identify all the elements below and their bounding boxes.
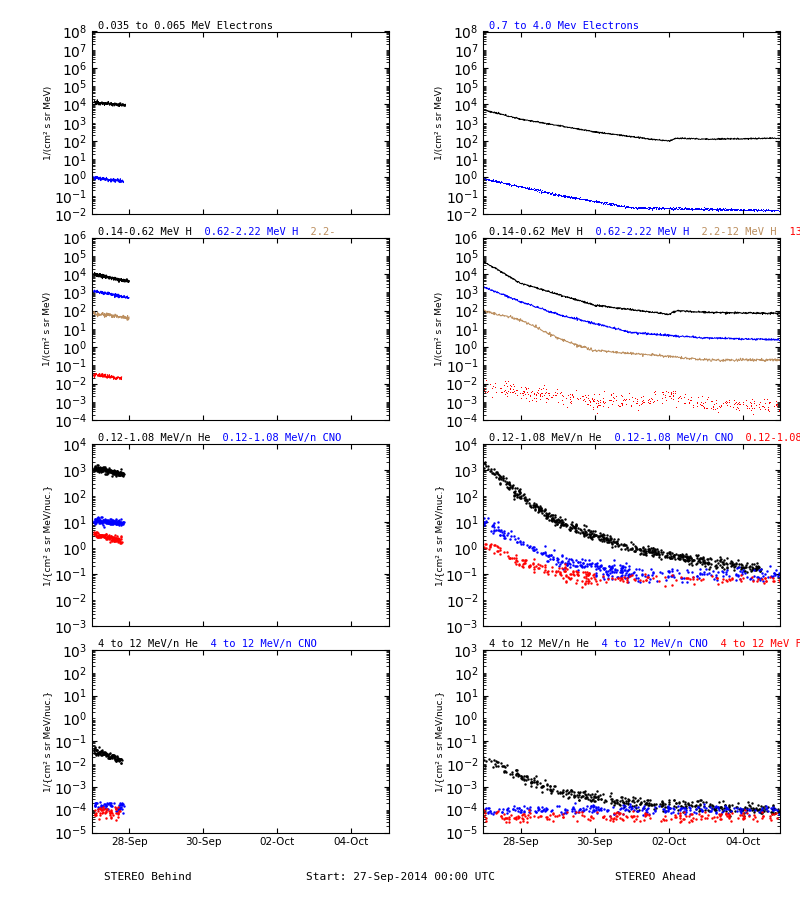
- Text: 0.14-0.62 MeV H: 0.14-0.62 MeV H: [490, 227, 583, 237]
- Text: STEREO Ahead: STEREO Ahead: [615, 872, 696, 882]
- Y-axis label: 1/{cm² s sr MeV/nuc.}: 1/{cm² s sr MeV/nuc.}: [43, 690, 52, 792]
- Text: 0.12-1.08 MeV/n CNO: 0.12-1.08 MeV/n CNO: [602, 433, 733, 443]
- Y-axis label: 1/{cm² s sr MeV/nuc.}: 1/{cm² s sr MeV/nuc.}: [435, 484, 444, 586]
- Y-axis label: 1/(cm² s sr MeV): 1/(cm² s sr MeV): [43, 292, 52, 366]
- Text: 0.12-1.08 MeV Fe: 0.12-1.08 MeV Fe: [733, 433, 800, 443]
- Text: 4 to 12 MeV/n He: 4 to 12 MeV/n He: [98, 639, 198, 649]
- Text: 4 to 12 MeV/n CNO: 4 to 12 MeV/n CNO: [590, 639, 708, 649]
- Text: 0.12-1.08 MeV/n CNO: 0.12-1.08 MeV/n CNO: [210, 433, 342, 443]
- Y-axis label: 1/{cm² s sr MeV/nuc.}: 1/{cm² s sr MeV/nuc.}: [435, 690, 444, 792]
- Text: 2.2-: 2.2-: [298, 227, 335, 237]
- Text: 13-100 MeV H: 13-100 MeV H: [777, 227, 800, 237]
- Text: 0.62-2.22 MeV H: 0.62-2.22 MeV H: [583, 227, 690, 237]
- Y-axis label: 1/{cm² s sr MeV/nuc.}: 1/{cm² s sr MeV/nuc.}: [43, 484, 53, 586]
- Text: Start: 27-Sep-2014 00:00 UTC: Start: 27-Sep-2014 00:00 UTC: [306, 872, 494, 882]
- Text: 0.12-1.08 MeV/n He: 0.12-1.08 MeV/n He: [98, 433, 210, 443]
- Text: 4 to 12 MeV Fe: 4 to 12 MeV Fe: [708, 639, 800, 649]
- Y-axis label: 1/(cm² s sr MeV): 1/(cm² s sr MeV): [435, 86, 444, 160]
- Text: 0.12-1.08 MeV/n He: 0.12-1.08 MeV/n He: [490, 433, 602, 443]
- Text: 0.14-0.62 MeV H: 0.14-0.62 MeV H: [98, 227, 192, 237]
- Text: 0.035 to 0.065 MeV Electrons: 0.035 to 0.065 MeV Electrons: [98, 21, 273, 31]
- Text: 2.2-12 MeV H: 2.2-12 MeV H: [690, 227, 777, 237]
- Text: 4 to 12 MeV/n CNO: 4 to 12 MeV/n CNO: [198, 639, 317, 649]
- Text: STEREO Behind: STEREO Behind: [104, 872, 192, 882]
- Text: 0.7 to 4.0 Mev Electrons: 0.7 to 4.0 Mev Electrons: [490, 21, 639, 31]
- Text: 0.62-2.22 MeV H: 0.62-2.22 MeV H: [192, 227, 298, 237]
- Y-axis label: 1/(cm² s sr MeV): 1/(cm² s sr MeV): [434, 292, 444, 366]
- Y-axis label: 1/(cm² s sr MeV): 1/(cm² s sr MeV): [43, 86, 53, 160]
- Text: 4 to 12 MeV/n He: 4 to 12 MeV/n He: [490, 639, 590, 649]
